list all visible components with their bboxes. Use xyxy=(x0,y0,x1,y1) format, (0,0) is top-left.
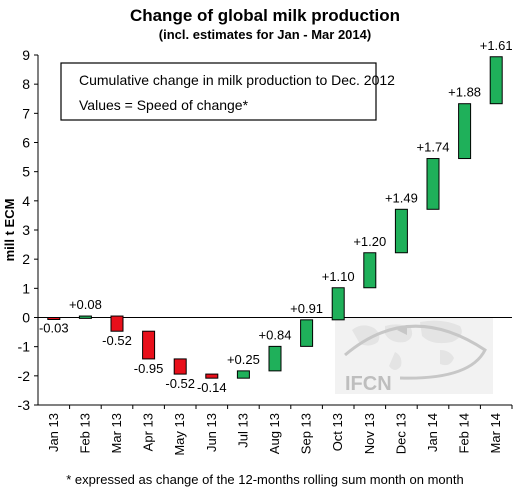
data-label: +0.25 xyxy=(227,352,260,367)
legend-box: Cumulative change in milk production to … xyxy=(60,62,395,121)
bar-feb-14 xyxy=(458,103,472,160)
chart-footnote: * expressed as change of the 12-months r… xyxy=(66,472,464,487)
data-label: +1.88 xyxy=(448,85,481,100)
y-tick-label: 1 xyxy=(22,280,30,296)
x-tick-label: Sep 13 xyxy=(299,413,314,454)
x-tick-label: Apr 13 xyxy=(141,413,156,451)
data-label: +1.61 xyxy=(480,38,513,53)
y-tick-label: 9 xyxy=(22,47,30,63)
bar-apr-13 xyxy=(142,330,156,360)
bar-jun-13 xyxy=(205,373,219,379)
y-tick-label: -1 xyxy=(18,339,31,355)
x-tick-label: Feb 14 xyxy=(457,413,472,453)
bar-dec-13 xyxy=(394,208,408,254)
data-label: -0.52 xyxy=(165,376,195,391)
data-label: +1.10 xyxy=(322,269,355,284)
watermark-arc xyxy=(344,324,487,380)
chart-title: Change of global milk production xyxy=(129,6,401,25)
bar-jul-13 xyxy=(236,370,250,379)
x-tick-label: Mar 13 xyxy=(109,413,124,453)
data-label: +0.08 xyxy=(69,297,102,312)
data-label: -0.14 xyxy=(197,380,227,395)
y-tick-label: -3 xyxy=(18,397,31,413)
bar-nov-13 xyxy=(363,252,377,289)
data-label: -0.95 xyxy=(134,361,164,376)
y-tick-label: 2 xyxy=(22,251,30,267)
data-label: +0.84 xyxy=(259,327,292,342)
x-tick-label: Aug 13 xyxy=(267,413,282,454)
y-tick-label: 8 xyxy=(22,76,30,92)
x-tick-label: Feb 13 xyxy=(77,413,92,453)
x-tick-label: Jun 13 xyxy=(204,413,219,452)
y-axis-label: mill t ECM xyxy=(2,199,17,262)
data-label: +1.20 xyxy=(353,234,386,249)
y-tick-label: 4 xyxy=(22,193,30,209)
bar-sep-13 xyxy=(300,319,314,347)
data-label: +0.91 xyxy=(290,301,323,316)
axes: -3 -2 -1 0 1 2 3 4 5 6 7 8 9 Jan 13 Feb 13 Mar 13 Apr 13… xyxy=(18,47,513,456)
y-tick-label: 5 xyxy=(22,164,30,180)
bars-group xyxy=(47,56,503,379)
watermark-text: IFCN xyxy=(345,373,392,395)
bar-mar-14 xyxy=(489,56,503,105)
watermark-arrowhead xyxy=(397,325,407,335)
legend-line-2: Values = Speed of change* xyxy=(79,97,249,113)
data-label: +1.74 xyxy=(417,140,450,155)
x-tick-label: Nov 13 xyxy=(362,413,377,454)
bar-oct-13 xyxy=(331,287,345,321)
bar-jan-13 xyxy=(47,317,61,320)
y-tick-label: -2 xyxy=(18,368,31,384)
y-tick-label: 0 xyxy=(22,310,30,326)
bar-aug-13 xyxy=(268,345,282,372)
ifcn-watermark: IFCN xyxy=(335,318,493,395)
x-tick-label: Mar 14 xyxy=(488,413,503,453)
data-labels-group: -0.03+0.08-0.52-0.95-0.52 -0.14+0.25+0.84… xyxy=(39,38,513,395)
chart-subtitle: (incl. estimates for Jan - Mar 2014) xyxy=(158,27,372,42)
data-label: +1.49 xyxy=(385,190,418,205)
y-tick-label: 6 xyxy=(22,135,30,151)
bar-feb-13 xyxy=(78,315,92,319)
data-label: -0.52 xyxy=(102,333,132,348)
x-tick-label: Oct 13 xyxy=(330,413,345,451)
x-tick-label: Jan 14 xyxy=(425,413,440,452)
data-label: -0.03 xyxy=(39,320,69,335)
bar-jan-14 xyxy=(426,158,440,210)
legend-frame xyxy=(60,62,377,121)
x-tick-label: Jul 13 xyxy=(235,413,250,448)
x-tick-label: Jan 13 xyxy=(46,413,61,452)
watermark-map-shapes xyxy=(352,320,462,370)
x-tick-label: Dec 13 xyxy=(393,413,408,454)
y-tick-label: 3 xyxy=(22,222,30,238)
bar-mar-13 xyxy=(110,315,124,332)
x-tick-label: May 13 xyxy=(172,413,187,456)
legend-line-1: Cumulative change in milk production to … xyxy=(79,72,395,88)
bar-may-13 xyxy=(173,358,187,375)
y-tick-label: 7 xyxy=(22,105,30,121)
